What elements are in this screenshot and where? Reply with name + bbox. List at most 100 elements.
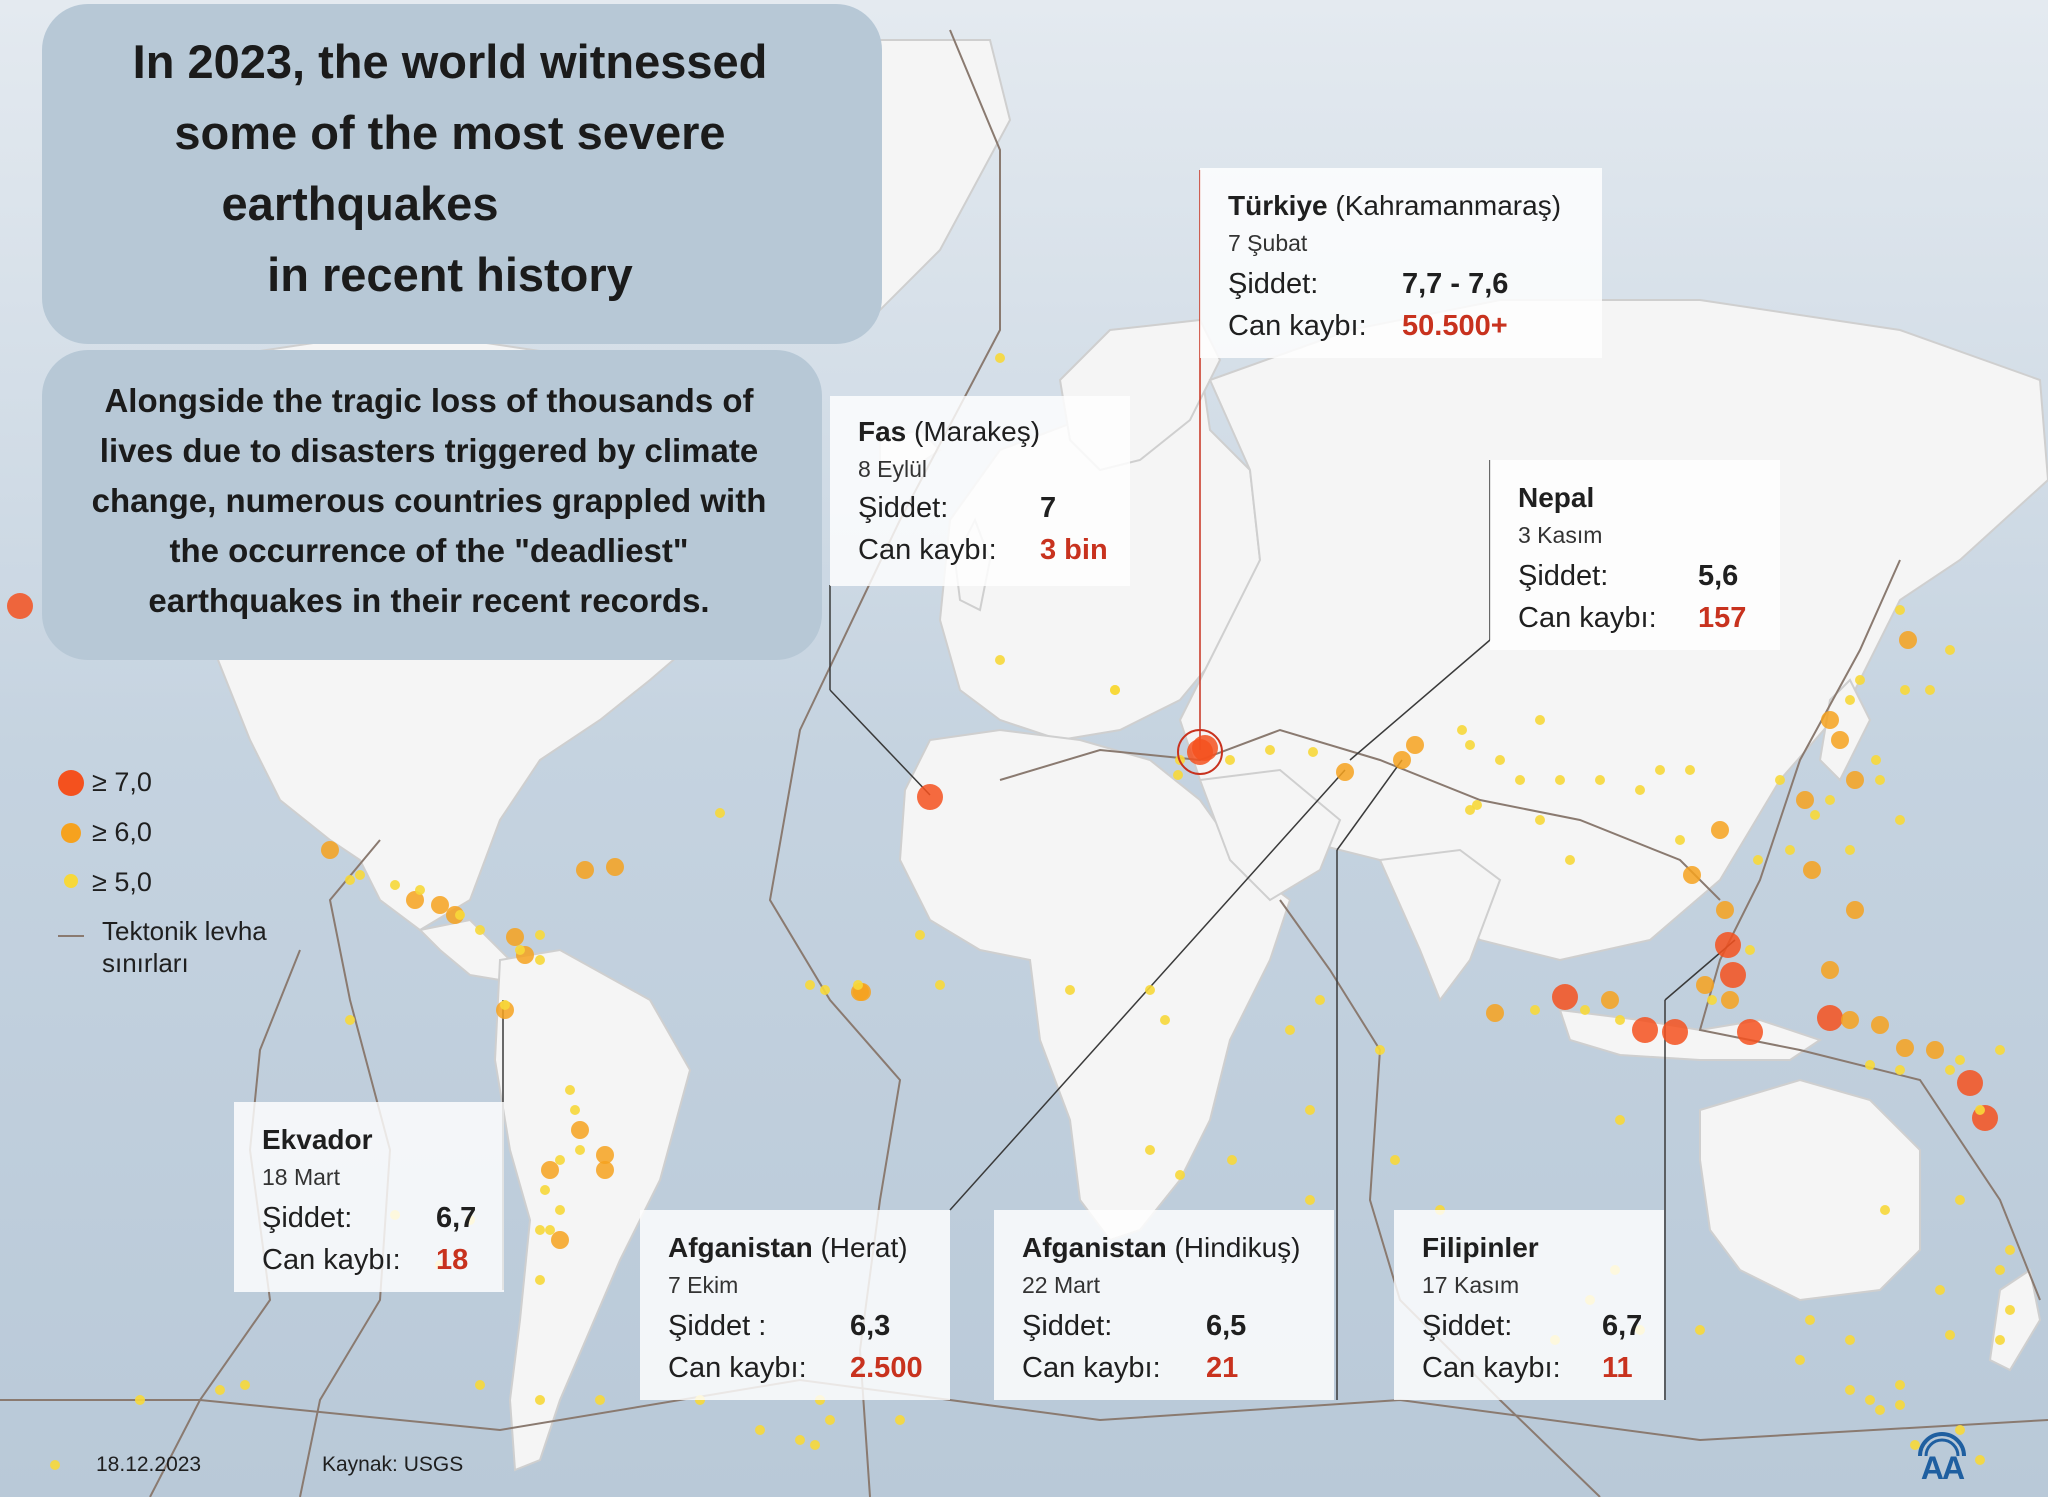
card-ekvador-date: 18 Mart bbox=[262, 1164, 340, 1190]
quake-marker-5 bbox=[1895, 1065, 1905, 1075]
quake-marker-5 bbox=[1865, 1060, 1875, 1070]
card-turkiye-place: Türkiye (Kahramanmaraş) bbox=[1228, 190, 1561, 222]
quake-marker-5 bbox=[1795, 1355, 1805, 1365]
quake-marker-5 bbox=[1753, 855, 1763, 865]
quake-marker-5 bbox=[355, 870, 365, 880]
quake-marker-5 bbox=[1685, 765, 1695, 775]
quake-marker-5 bbox=[995, 655, 1005, 665]
quake-marker-5 bbox=[1925, 685, 1935, 695]
quake-marker-5 bbox=[935, 980, 945, 990]
quake-marker-5 bbox=[500, 1000, 510, 1010]
quake-marker-5 bbox=[1535, 815, 1545, 825]
quake-marker-5 bbox=[1655, 765, 1665, 775]
quake-marker-6 bbox=[1406, 736, 1424, 754]
quake-marker-5 bbox=[1285, 1025, 1295, 1035]
quake-marker-5 bbox=[345, 1015, 355, 1025]
quake-marker-5 bbox=[1457, 725, 1467, 735]
title-line-2: some of the most severe bbox=[174, 106, 726, 159]
legend-dot-5 bbox=[64, 874, 78, 888]
quake-marker-5 bbox=[215, 1385, 225, 1395]
quake-marker-5 bbox=[1895, 1380, 1905, 1390]
quake-marker-6 bbox=[1796, 791, 1814, 809]
quake-marker-6 bbox=[1393, 751, 1411, 769]
quake-marker-5 bbox=[475, 925, 485, 935]
quake-marker-5 bbox=[50, 1460, 60, 1470]
quake-marker-5 bbox=[540, 1185, 550, 1195]
plate-boundary-alpine-himalayan bbox=[999, 728, 1721, 901]
quake-marker-5 bbox=[1955, 1195, 1965, 1205]
leader-nepal-diag bbox=[1349, 639, 1491, 761]
quake-marker-5 bbox=[1875, 775, 1885, 785]
quake-marker-6 bbox=[571, 1121, 589, 1139]
quake-marker-5 bbox=[1225, 755, 1235, 765]
quake-marker-5 bbox=[1945, 645, 1955, 655]
quake-marker-6 bbox=[596, 1146, 614, 1164]
quake-marker-6 bbox=[1486, 1004, 1504, 1022]
subtitle: Alongside the tragic loss of thousands o… bbox=[30, 376, 828, 626]
arabian-peninsula bbox=[1198, 768, 1342, 902]
quake-marker-6 bbox=[1696, 976, 1714, 994]
card-herat-date: 7 Ekim bbox=[668, 1272, 739, 1298]
quake-marker-5 bbox=[1555, 775, 1565, 785]
quake-marker-5 bbox=[1580, 1005, 1590, 1015]
quake-marker-5 bbox=[1315, 995, 1325, 1005]
quake-marker-5 bbox=[1175, 1170, 1185, 1180]
quake-marker-5 bbox=[555, 1205, 565, 1215]
quake-marker-5 bbox=[895, 1415, 905, 1425]
card-filipinler-date: 17 Kasım bbox=[1422, 1272, 1520, 1298]
plate-boundary-south bbox=[0, 1378, 2048, 1442]
subtitle-panel bbox=[42, 350, 822, 660]
card-hindikus-deaths-label: Can kaybı: bbox=[1022, 1352, 1161, 1384]
quake-marker-5 bbox=[575, 1145, 585, 1155]
card-nepal-intensity: 5,6 bbox=[1698, 560, 1739, 592]
quake-marker-5 bbox=[1145, 1145, 1155, 1155]
south-america bbox=[493, 948, 692, 1472]
quake-marker-6 bbox=[1841, 1011, 1859, 1029]
quake-marker-5 bbox=[1865, 1395, 1875, 1405]
quake-marker-6 bbox=[1846, 901, 1864, 919]
quake-marker-6 bbox=[1926, 1041, 1944, 1059]
quake-marker-5 bbox=[805, 980, 815, 990]
quake-marker-5 bbox=[1145, 985, 1155, 995]
turkiye-highlight-ring bbox=[1177, 729, 1223, 775]
quake-marker-5 bbox=[820, 985, 830, 995]
quake-marker-5 bbox=[1227, 1155, 1237, 1165]
quake-marker-7 bbox=[1720, 962, 1746, 988]
quake-marker-5 bbox=[810, 1440, 820, 1450]
card-herat-place: Afganistan (Herat) bbox=[668, 1232, 908, 1264]
aa-logo: AA bbox=[1912, 1426, 1972, 1486]
quake-marker-7 bbox=[917, 784, 943, 810]
card-filipinler-country: Filipinler bbox=[1422, 1232, 1539, 1263]
quake-marker-5 bbox=[535, 1225, 545, 1235]
quake-marker-5 bbox=[1785, 845, 1795, 855]
quake-marker-5 bbox=[565, 1085, 575, 1095]
subtitle-line-2: lives due to disasters triggered by clim… bbox=[99, 432, 759, 469]
legend-plate-line bbox=[58, 935, 84, 937]
quake-marker-5 bbox=[1880, 1205, 1890, 1215]
quake-marker-5 bbox=[1895, 605, 1905, 615]
card-fas-date: 8 Eylül bbox=[858, 456, 928, 482]
quake-marker-5 bbox=[1695, 1325, 1705, 1335]
australia bbox=[1699, 1078, 1921, 1302]
card-fas: Fas (Marakeş) 8 Eylül Şiddet: 7 Can kayb… bbox=[830, 396, 1130, 586]
card-hindikus-region: (Hindikuş) bbox=[1166, 1232, 1301, 1263]
india bbox=[1378, 848, 1502, 1003]
title-line-1: In 2023, the world witnessed bbox=[132, 35, 768, 88]
quake-marker-6 bbox=[576, 861, 594, 879]
quake-marker-7 bbox=[1737, 1019, 1763, 1045]
card-turkiye: Türkiye (Kahramanmaraş) 7 Şubat Şiddet: … bbox=[1200, 168, 1602, 358]
quake-marker-6 bbox=[596, 1161, 614, 1179]
card-herat-deaths: 2.500 bbox=[850, 1352, 923, 1384]
card-nepal-deaths: 157 bbox=[1698, 602, 1747, 634]
quake-marker-5 bbox=[455, 910, 465, 920]
card-ekvador: Ekvador 18 Mart Şiddet: 6,7 Can kaybı: 1… bbox=[234, 1102, 504, 1292]
quake-marker-6 bbox=[506, 928, 524, 946]
quake-marker-5 bbox=[1955, 1425, 1965, 1435]
quake-marker-5 bbox=[1995, 1045, 2005, 1055]
card-fas-country: Fas bbox=[858, 416, 907, 447]
quake-marker-5 bbox=[555, 1155, 565, 1165]
legend-plate-label-1: Tektonik levha bbox=[102, 916, 267, 946]
quake-marker-5 bbox=[1775, 775, 1785, 785]
quake-marker-5 bbox=[1375, 1045, 1385, 1055]
quake-marker-6 bbox=[1716, 901, 1734, 919]
